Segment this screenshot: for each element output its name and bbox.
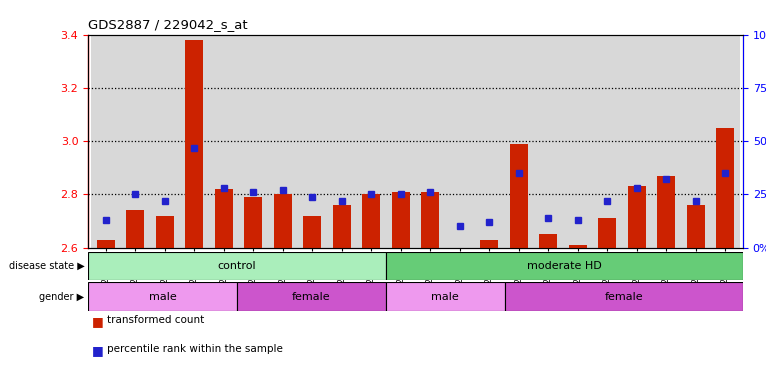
Bar <box>362 194 380 248</box>
Text: percentile rank within the sample: percentile rank within the sample <box>107 344 283 354</box>
Bar <box>356 35 386 248</box>
Bar <box>563 35 593 248</box>
Bar <box>274 194 292 248</box>
Bar <box>150 35 179 248</box>
Bar <box>88 252 386 280</box>
Bar <box>268 35 297 248</box>
Bar <box>539 234 557 248</box>
Bar <box>421 192 439 248</box>
Bar <box>475 35 504 248</box>
Bar <box>156 216 174 248</box>
Bar <box>622 35 652 248</box>
Bar <box>88 282 237 311</box>
Bar <box>569 245 587 248</box>
Bar <box>681 35 711 248</box>
Text: ■: ■ <box>92 344 103 357</box>
Text: moderate HD: moderate HD <box>527 261 602 271</box>
Text: GDS2887 / 229042_s_at: GDS2887 / 229042_s_at <box>88 18 247 31</box>
Bar <box>657 176 675 248</box>
Text: male: male <box>431 291 459 302</box>
Bar <box>209 35 238 248</box>
Bar <box>237 282 386 311</box>
Bar <box>126 210 144 248</box>
Bar <box>215 189 233 248</box>
Bar <box>303 216 321 248</box>
Bar <box>504 35 534 248</box>
Bar <box>687 205 705 248</box>
Bar <box>327 35 356 248</box>
Bar <box>711 35 740 248</box>
Bar <box>628 186 646 248</box>
Bar <box>120 35 150 248</box>
Bar <box>386 252 743 280</box>
Text: ■: ■ <box>92 315 103 328</box>
Bar <box>510 144 528 248</box>
Text: female: female <box>604 291 643 302</box>
Bar <box>445 35 475 248</box>
Bar <box>297 35 327 248</box>
Bar <box>333 205 351 248</box>
Bar <box>652 35 681 248</box>
Text: gender ▶: gender ▶ <box>39 291 84 302</box>
Bar <box>91 35 120 248</box>
Bar <box>716 128 734 248</box>
Bar <box>179 35 209 248</box>
Text: female: female <box>292 291 331 302</box>
Bar <box>415 35 445 248</box>
Text: disease state ▶: disease state ▶ <box>8 261 84 271</box>
Bar <box>505 282 743 311</box>
Bar <box>534 35 563 248</box>
Text: male: male <box>149 291 176 302</box>
Bar <box>244 197 262 248</box>
Text: control: control <box>218 261 257 271</box>
Text: transformed count: transformed count <box>107 315 205 325</box>
Bar <box>392 192 410 248</box>
Bar <box>386 282 505 311</box>
Bar <box>238 35 268 248</box>
Bar <box>97 240 115 248</box>
Bar <box>185 40 203 248</box>
Bar <box>593 35 622 248</box>
Bar <box>480 240 498 248</box>
Bar <box>598 218 616 248</box>
Bar <box>386 35 415 248</box>
